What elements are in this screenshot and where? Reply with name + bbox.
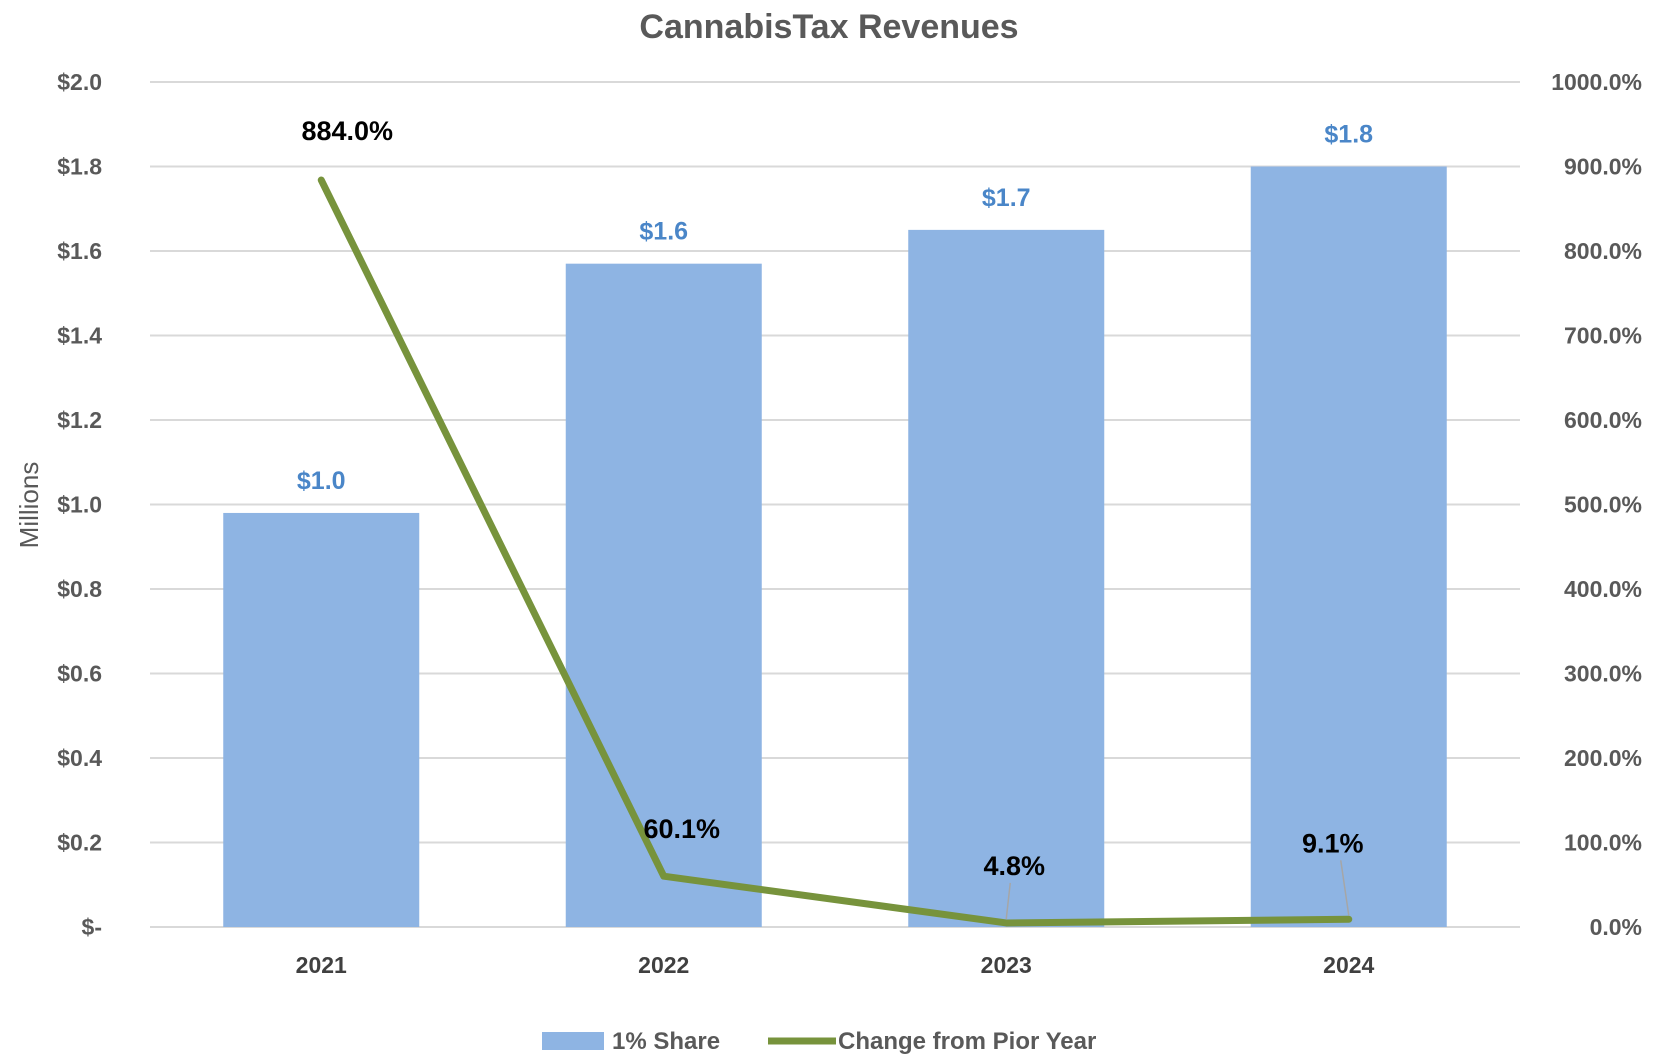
- bar: [565, 263, 762, 927]
- y2-tick-label: 800.0%: [1564, 238, 1642, 264]
- y2-tick-label: 100.0%: [1564, 830, 1642, 856]
- y-axis-right: 0.0% 100.0% 200.0% 300.0% 400.0% 500.0% 600.0%…: [1551, 69, 1642, 940]
- x-axis: 2021 2022 2023 2024: [296, 952, 1375, 978]
- legend: 1% Share Change from Pior Year: [542, 1028, 1096, 1055]
- y2-tick-label: 900.0%: [1564, 154, 1642, 180]
- label-leader: [1340, 860, 1350, 916]
- y-tick-label: $0.4: [57, 745, 102, 771]
- legend-label: Change from Pior Year: [838, 1028, 1096, 1055]
- chart-title: CannabisTax Revenues: [639, 8, 1018, 46]
- bar-series: $1.0 $1.6 $1.7 $1.8: [223, 121, 1447, 927]
- y-tick-label: $0.6: [57, 661, 102, 687]
- bar-data-label: $1.7: [982, 184, 1031, 212]
- bar-data-label: $1.0: [297, 467, 346, 495]
- y-tick-label: $1.0: [57, 492, 102, 518]
- y2-tick-label: 400.0%: [1564, 576, 1642, 602]
- y2-tick-label: 500.0%: [1564, 492, 1642, 518]
- y-tick-label: $-: [82, 914, 102, 940]
- line-data-label: 60.1%: [643, 814, 720, 844]
- legend-swatch-bar: [542, 1032, 604, 1050]
- bar-data-label: $1.6: [639, 218, 688, 246]
- bar: [908, 229, 1105, 927]
- y-tick-label: $2.0: [57, 69, 102, 95]
- y-tick-label: $0.2: [57, 830, 102, 856]
- line-series: 884.0% 60.1% 4.8% 9.1%: [301, 116, 1364, 927]
- line-data-label: 9.1%: [1302, 828, 1364, 858]
- line-path: [317, 176, 1353, 927]
- y2-tick-label: 0.0%: [1590, 914, 1642, 940]
- x-tick-label: 2024: [1323, 952, 1374, 978]
- bar: [1250, 166, 1447, 927]
- y-axis-label: Millions: [14, 462, 44, 549]
- y2-tick-label: 200.0%: [1564, 745, 1642, 771]
- y2-tick-label: 1000.0%: [1551, 69, 1642, 95]
- line-data-label: 884.0%: [301, 116, 393, 146]
- y-tick-label: $1.8: [57, 154, 102, 180]
- x-tick-label: 2023: [981, 952, 1032, 978]
- y-tick-label: $1.6: [57, 238, 102, 264]
- label-leader: [1005, 882, 1011, 920]
- y-axis-left: $- $0.2 $0.4 $0.6 $0.8 $1.0 $1.2 $1.4 $1.6 $1.8 $2…: [57, 69, 102, 940]
- y-tick-label: $0.8: [57, 576, 102, 602]
- x-tick-label: 2022: [638, 952, 689, 978]
- line-data-label: 4.8%: [983, 851, 1045, 881]
- y2-tick-label: 600.0%: [1564, 407, 1642, 433]
- bar-data-label: $1.8: [1324, 121, 1373, 149]
- legend-label: 1% Share: [612, 1028, 720, 1055]
- y2-tick-label: 700.0%: [1564, 323, 1642, 349]
- x-tick-label: 2021: [296, 952, 347, 978]
- y-tick-label: $1.4: [57, 323, 102, 349]
- y2-tick-label: 300.0%: [1564, 661, 1642, 687]
- y-tick-label: $1.2: [57, 407, 102, 433]
- bar: [223, 512, 420, 927]
